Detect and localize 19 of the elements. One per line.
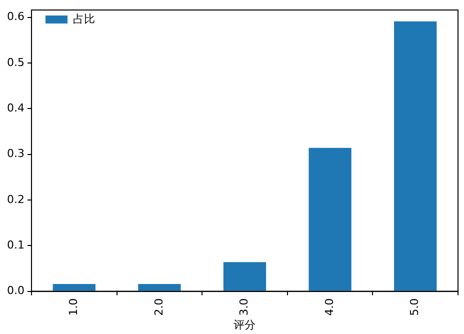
- y-tick-label: 0.6: [6, 10, 24, 24]
- x-tick-label: 2.0: [152, 298, 166, 316]
- y-tick-label: 0.1: [6, 238, 24, 252]
- bar: [52, 284, 96, 291]
- y-tick-label: 0.5: [6, 56, 24, 69]
- x-axis-title: 评分: [234, 318, 256, 332]
- bar: [138, 284, 181, 291]
- bar: [308, 148, 352, 291]
- bar: [223, 262, 266, 291]
- legend-label: 占比: [72, 12, 95, 26]
- y-tick-label: 0.0: [6, 284, 24, 298]
- y-tick-label: 0.2: [6, 192, 24, 206]
- x-tick-label: 3.0: [238, 298, 251, 316]
- y-tick-label: 0.4: [6, 102, 24, 114]
- y-tick-label: 0.3: [6, 147, 24, 160]
- x-tick-label: 1.0: [67, 298, 80, 316]
- bar: [394, 21, 437, 291]
- x-tick-label: 4.0: [322, 298, 336, 316]
- x-tick-label: 5.0: [408, 298, 422, 316]
